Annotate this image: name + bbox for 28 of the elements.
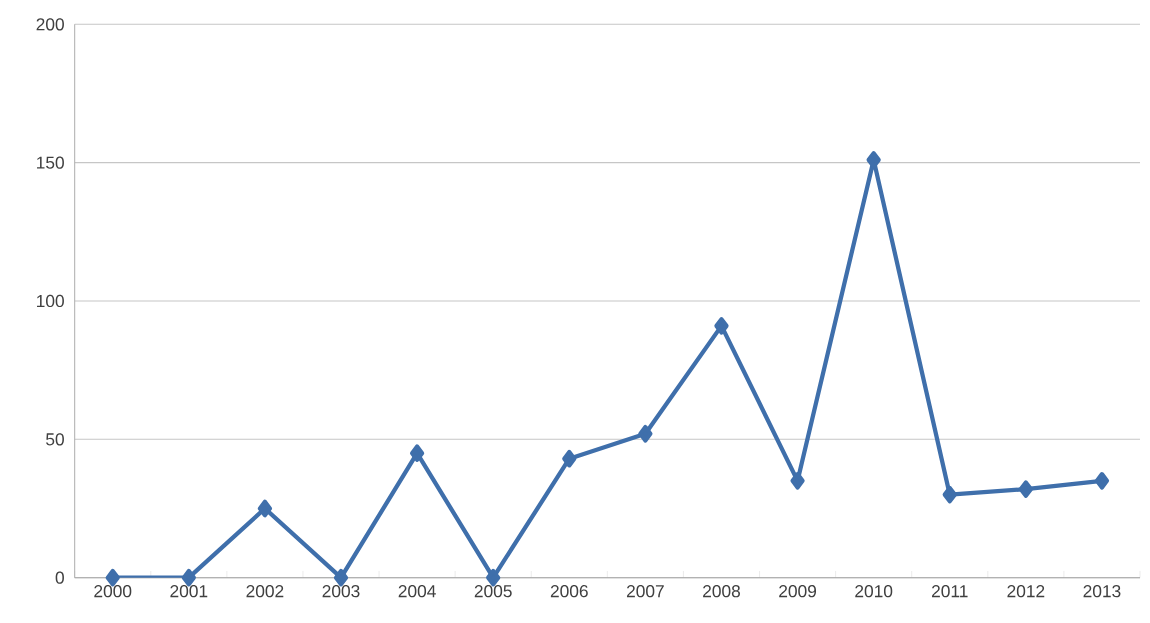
x-tick-label: 2003: [322, 585, 360, 598]
x-tick-label: 2008: [703, 585, 740, 598]
point: [257, 499, 273, 518]
x-tick-label: 2006: [550, 585, 588, 598]
x-tick-label: 2004: [398, 585, 436, 598]
y-tick-label: 0: [55, 571, 64, 584]
point: [409, 444, 425, 462]
point: [942, 485, 957, 504]
y-tick-label: 150: [37, 156, 64, 169]
point: [1018, 480, 1033, 498]
x-tick-label: 2005: [474, 585, 512, 598]
x-tick-label: 2013: [1083, 585, 1121, 598]
x-tick-label: 2002: [246, 585, 284, 598]
point: [790, 472, 805, 490]
point: [638, 424, 653, 443]
x-tick-label: 2012: [1007, 585, 1045, 598]
x-tick-label: 2010: [855, 585, 893, 598]
x-tick-label: 2001: [170, 585, 208, 598]
x-tick-label: 2011: [932, 585, 968, 598]
x-tick-label: 2000: [94, 585, 132, 598]
point: [714, 317, 729, 335]
point: [562, 449, 577, 468]
y-tick-label: 100: [37, 294, 64, 308]
y-tick-label: 200: [36, 18, 64, 31]
y-tick-label: 50: [46, 433, 64, 446]
point: [1094, 472, 1110, 490]
x-tick-label: 2009: [779, 585, 817, 598]
x-tick-label: 2007: [626, 585, 664, 598]
